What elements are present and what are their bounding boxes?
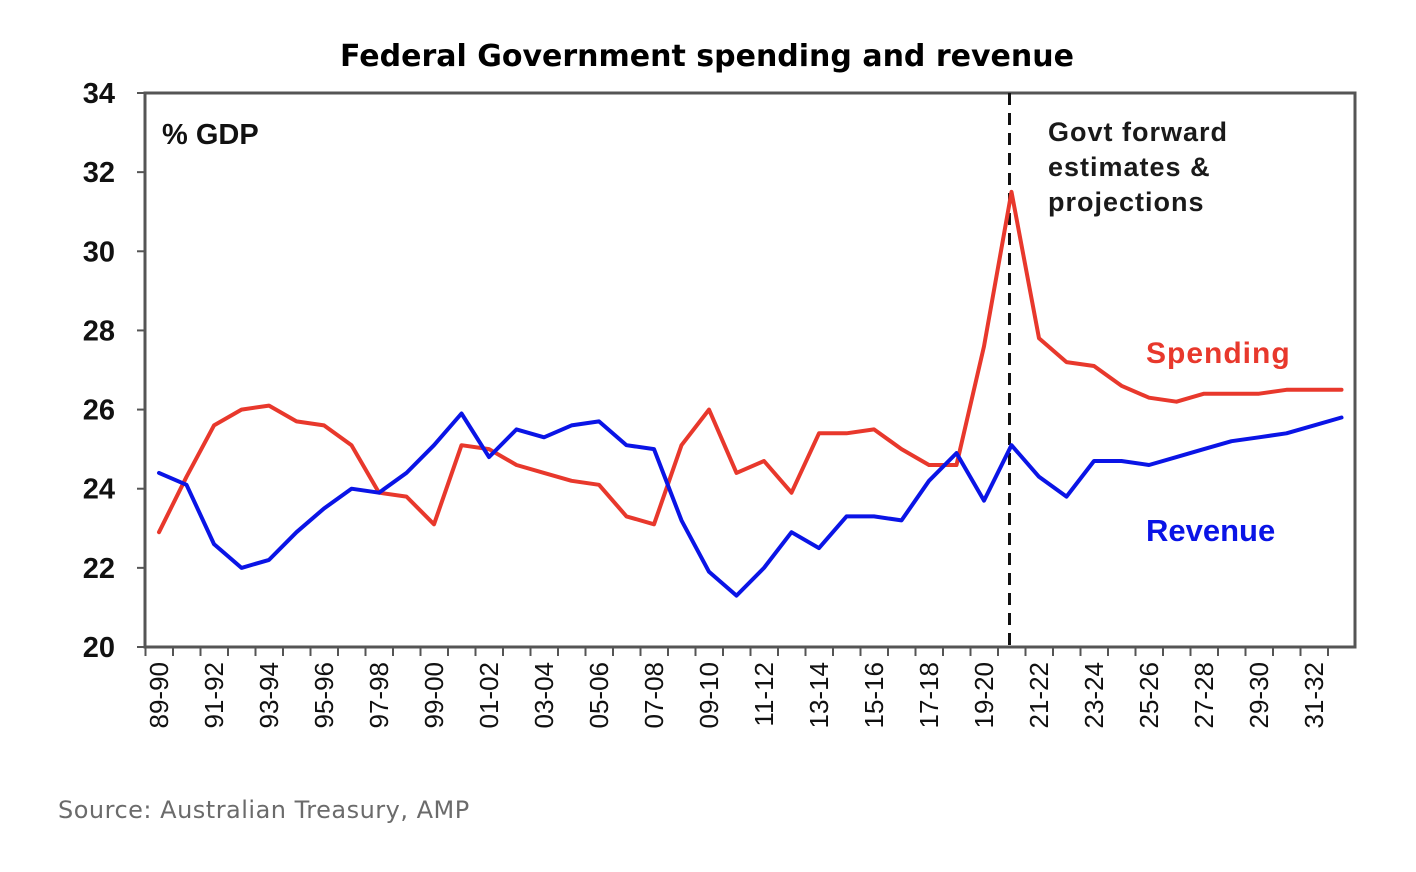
x-tick-label: 27-28 xyxy=(1189,662,1219,729)
forecast-annotation-line-3: projections xyxy=(1048,187,1205,217)
y-tick-label: 34 xyxy=(83,78,115,110)
y-tick-label: 32 xyxy=(83,157,115,189)
y-tick-label: 30 xyxy=(83,236,115,268)
y-tick-label: 24 xyxy=(83,474,115,506)
forecast-annotation-line-1: Govt forward xyxy=(1048,117,1228,147)
unit-label: % GDP xyxy=(162,119,259,151)
x-tick-label: 05-06 xyxy=(584,662,614,729)
series-lines xyxy=(157,189,1344,598)
source-note: Source: Australian Treasury, AMP xyxy=(58,796,470,824)
y-tick-label: 22 xyxy=(83,553,115,585)
x-tick-label: 09-10 xyxy=(694,662,724,729)
x-tick-label: 11-12 xyxy=(749,662,779,727)
series-line-spending xyxy=(157,189,1344,535)
x-tick-label: 95-96 xyxy=(309,662,339,729)
chart-title: Federal Government spending and revenue xyxy=(340,39,1074,74)
x-tick-label: 13-14 xyxy=(804,662,834,729)
forecast-annotation-line-2: estimates & xyxy=(1048,152,1211,182)
revenue-label: Revenue xyxy=(1146,513,1275,548)
x-tick-label: 15-16 xyxy=(859,662,889,729)
x-axis-ticks: 89-90 91-92 93-94 95-96 97-98 99-00 01-02 03-04… xyxy=(144,647,1329,729)
x-tick-label: 25-26 xyxy=(1134,662,1164,729)
x-tick-label: 29-30 xyxy=(1244,662,1274,729)
series-line-revenue xyxy=(157,411,1344,598)
x-tick-label: 97-98 xyxy=(364,662,394,729)
x-tick-label: 21-22 xyxy=(1024,662,1054,729)
y-tick-label: 26 xyxy=(83,395,115,427)
x-tick-label: 91-92 xyxy=(199,662,229,729)
y-axis-ticks: 20 22 24 26 28 30 32 34 xyxy=(83,78,145,664)
x-tick-label: 99-00 xyxy=(419,662,449,729)
x-tick-label: 19-20 xyxy=(969,662,999,729)
x-tick-label: 93-94 xyxy=(254,662,284,729)
x-tick-label: 31-32 xyxy=(1299,662,1329,729)
x-tick-label: 89-90 xyxy=(144,662,174,729)
x-tick-label: 23-24 xyxy=(1079,662,1109,729)
x-tick-label: 01-02 xyxy=(474,662,504,729)
x-tick-label: 17-18 xyxy=(914,662,944,729)
y-tick-label: 20 xyxy=(83,632,115,664)
x-tick-label: 07-08 xyxy=(639,662,669,729)
spending-label: Spending xyxy=(1146,337,1291,370)
x-tick-label: 03-04 xyxy=(529,662,559,729)
y-tick-label: 28 xyxy=(83,315,115,347)
